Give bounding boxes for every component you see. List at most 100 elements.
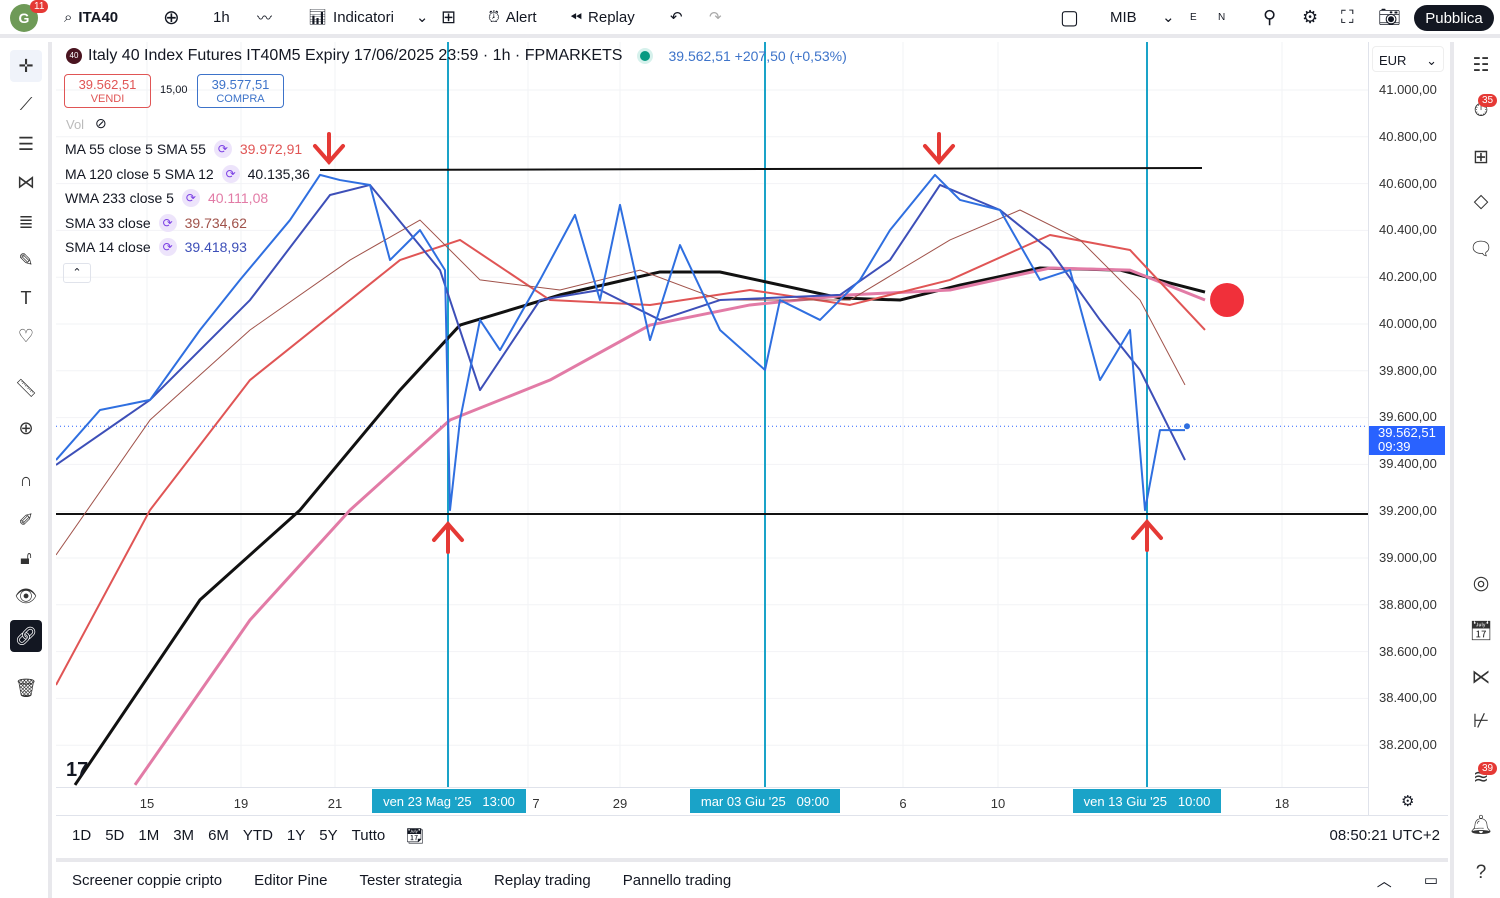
collapse-legend-button[interactable]: ⌃ (63, 263, 91, 283)
maximize-panel-icon[interactable]: ▭ (1423, 872, 1438, 889)
horizontal-lines-icon[interactable]: ☰ (17, 133, 35, 154)
chart-type-icon[interactable]: 〰 (257, 9, 273, 27)
quick-search-icon[interactable]: ⚲ (1263, 6, 1277, 27)
symbol-search[interactable]: ⌕ ITA40 (64, 0, 118, 34)
tab-crypto-screener[interactable]: Screener coppie cripto (72, 871, 223, 889)
range-all[interactable]: Tutto (351, 827, 386, 844)
ruler-icon[interactable]: 📏︎ (14, 377, 38, 398)
series-line (56, 183, 1186, 466)
heart-icon[interactable]: ♡ (17, 325, 35, 346)
options-icon[interactable]: ⊬ (1472, 710, 1490, 732)
x-highlight-label: ven 13 Giu '25 10:00 (1073, 789, 1221, 813)
last-price: 39.562,51 (668, 48, 731, 64)
time-axis[interactable]: 15 19 21 7 29 6 10 18 ven 23 Mag '25 13:… (56, 787, 1368, 815)
n-button[interactable]: N (1218, 11, 1226, 23)
target-icon[interactable]: ◎ (1472, 572, 1490, 594)
goto-date-icon[interactable]: 📆︎ (405, 827, 425, 845)
trash-icon[interactable]: 🗑︎ (14, 677, 38, 698)
range-1d[interactable]: 1D (72, 827, 92, 844)
indicator-legend-item[interactable]: WMA 233 close 5 ⟳ 40.111,08 (65, 189, 268, 207)
clock[interactable]: 08:50:21 UTC+2 (1329, 827, 1441, 844)
bell-icon[interactable]: 🔔︎ (1468, 815, 1494, 836)
axis-settings-icon[interactable]: ⚙ (1401, 793, 1415, 810)
range-5y[interactable]: 5Y (319, 827, 338, 844)
lock-pencil-icon[interactable]: ✐ (18, 509, 34, 530)
spread: 15,00 (160, 84, 188, 96)
refresh-icon[interactable]: ⟳ (158, 238, 177, 256)
chevron-down-icon: ⌄ (415, 9, 429, 26)
layouts-icon[interactable]: ⊞ (441, 6, 457, 27)
right-sidebar: ☷ ⏱︎ 35 ⊞ ◇ 🗨︎ ◎ 📅︎ ⋉ ⊬ ≋ 39 🔔︎ ? (1450, 42, 1500, 898)
link-icon[interactable]: 🔗︎ (10, 620, 42, 652)
zoom-in-icon[interactable]: ⊕ (18, 417, 34, 438)
currency-select[interactable]: EUR ⌄ (1372, 46, 1444, 72)
up-arrow-annotation (432, 520, 464, 554)
y-tick: 39.400,00 (1379, 456, 1437, 472)
indicator-legend-item[interactable]: SMA 14 close ⟳ 39.418,93 (65, 238, 247, 256)
eye-icon[interactable]: 👁︎ (14, 585, 38, 606)
layers-icon[interactable]: ◇ (1473, 190, 1489, 212)
replay-button[interactable]: ⏪︎ Replay (570, 0, 635, 34)
help-icon[interactable]: ? (1475, 862, 1487, 883)
sell-button[interactable]: 39.562,51 VENDI (64, 74, 151, 108)
indicators-icon: 📊︎ (308, 9, 328, 26)
crosshair-icon[interactable]: ✛ (10, 50, 42, 82)
refresh-icon[interactable]: ⟳ (221, 164, 240, 183)
lock-icon[interactable]: 🔓︎ (20, 547, 32, 568)
publish-button[interactable]: Pubblica (1414, 5, 1494, 31)
chevron-down-icon[interactable]: ⌄ (1162, 9, 1175, 26)
undo-icon[interactable]: ↶ (670, 9, 683, 26)
fullscreen-box-icon[interactable]: ▢ (1060, 6, 1079, 29)
tab-replay-trading[interactable]: Replay trading (494, 871, 591, 889)
indicators-button[interactable]: 📊︎ Indicatori ⌄ (308, 0, 429, 34)
e-button[interactable]: E (1190, 11, 1197, 23)
y-tick: 41.000,00 (1379, 82, 1437, 97)
redo-icon[interactable]: ↷ (709, 9, 722, 26)
camera-icon[interactable]: 📷︎ (1378, 6, 1401, 27)
chevron-down-icon: ⌄ (1426, 53, 1437, 68)
buy-button[interactable]: 39.577,51 COMPRA (197, 74, 284, 108)
add-symbol-icon[interactable]: ⊕ (163, 6, 180, 29)
pattern-scan-icon[interactable]: ⋉ (1471, 666, 1491, 688)
chat-icon[interactable]: 🗨︎ (1468, 239, 1494, 260)
settings-icon[interactable]: ⚙ (1302, 6, 1319, 27)
add-list-icon[interactable]: ⊞ (1473, 146, 1489, 168)
range-3m[interactable]: 3M (173, 827, 195, 844)
price-chart[interactable]: 17 (56, 42, 1368, 787)
range-1m[interactable]: 1M (138, 827, 160, 844)
range-6m[interactable]: 6M (208, 827, 229, 844)
price-axis[interactable]: EUR ⌄ 41.000,00 40.800,00 40.600,00 40.400,0… (1368, 42, 1448, 815)
pattern-icon[interactable]: ⋈ (17, 171, 35, 192)
y-tick: 38.400,00 (1379, 690, 1437, 706)
indicator-legend-item[interactable]: SMA 33 close ⟳ 39.734,62 (65, 213, 247, 232)
trendline-icon[interactable]: ⟋ (19, 93, 33, 114)
refresh-icon[interactable]: ⟳ (158, 213, 177, 232)
tab-pine-editor[interactable]: Editor Pine (254, 871, 328, 889)
indicator-legend-item[interactable]: MA 120 close 5 SMA 12 ⟳ 40.135,36 (65, 164, 310, 183)
fullscreen-icon[interactable]: ⛶ (1341, 6, 1354, 27)
tab-trading-panel[interactable]: Pannello trading (622, 871, 732, 889)
interval-button[interactable]: 1h (213, 8, 230, 26)
fib-icon[interactable]: ≣ (18, 211, 34, 232)
chevron-up-icon[interactable]: ︿ (1376, 872, 1392, 890)
indicator-legend-item[interactable]: MA 55 close 5 SMA 55 ⟳ 39.972,91 (65, 140, 302, 158)
text-icon[interactable]: T (20, 287, 32, 308)
alert-button[interactable]: ⏰︎ Alert (488, 0, 537, 34)
refresh-icon[interactable]: ⟳ (181, 189, 200, 207)
tab-strategy-tester[interactable]: Tester strategia (359, 871, 463, 889)
range-bar: 1D 5D 1M 3M 6M YTD 1Y 5Y Tutto 📆︎ 08:50:… (56, 815, 1448, 855)
range-5d[interactable]: 5D (105, 827, 125, 844)
y-tick: 40.600,00 (1379, 175, 1437, 191)
down-arrow-annotation (313, 132, 345, 166)
last-price-dot (1184, 423, 1190, 430)
brush-icon[interactable]: ✎ (18, 249, 34, 270)
magnet-icon[interactable]: ∩ (19, 469, 33, 490)
layout-name[interactable]: MIB (1110, 8, 1137, 26)
drawing-toolbar: ✛ ⟋ ☰ ⋈ ≣ ✎ T ♡ 📏︎ ⊕ ∩ ✐ 🔓︎ 👁︎ 🔗︎ 🗑︎ (0, 42, 52, 898)
refresh-icon[interactable]: ⟳ (213, 140, 232, 158)
range-ytd[interactable]: YTD (242, 827, 273, 844)
calendar-icon[interactable]: 📅︎ (1468, 621, 1494, 642)
hidden-eye-icon[interactable]: ⊘ (95, 115, 107, 131)
watchlist-icon[interactable]: ☷ (1472, 54, 1490, 76)
range-1y[interactable]: 1Y (286, 827, 306, 844)
